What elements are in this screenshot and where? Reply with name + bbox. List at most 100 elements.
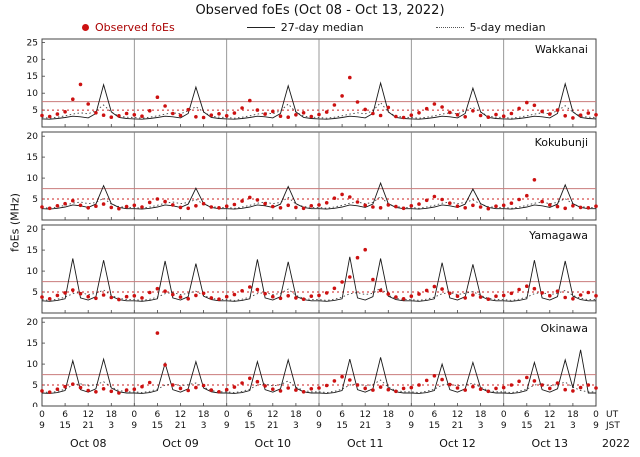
observed-point <box>224 114 229 118</box>
observed-point <box>209 205 214 209</box>
y-tick-label: 5 <box>32 288 38 298</box>
observed-point <box>301 390 306 394</box>
observed-point <box>340 374 344 379</box>
jst-tick-label: 21 <box>267 421 278 431</box>
observed-point <box>386 105 391 110</box>
observed-point <box>294 296 298 300</box>
observed-point <box>517 287 521 292</box>
ut-tick-label: 18 <box>198 410 210 420</box>
observed-point <box>248 376 252 381</box>
observed-point <box>86 206 90 210</box>
chart-legend: Observed foEs 27-day median 5-day median <box>82 21 546 34</box>
observed-point <box>309 204 314 208</box>
observed-point <box>394 389 398 394</box>
observed-point <box>440 105 444 109</box>
observed-point <box>124 204 129 209</box>
day-label: Oct 09 <box>162 437 199 450</box>
ut-tick-label: 6 <box>339 410 345 420</box>
observed-point <box>417 202 421 206</box>
observed-point <box>378 385 383 389</box>
observed-point <box>209 113 214 117</box>
observed-point <box>363 107 368 112</box>
observed-point <box>140 205 144 209</box>
observed-point <box>40 205 44 209</box>
observed-point <box>47 390 52 394</box>
observed-point <box>563 295 567 300</box>
station-label: Wakkanai <box>535 43 588 56</box>
legend-median27-label: 27-day median <box>280 21 364 34</box>
observed-point <box>594 294 598 298</box>
observed-point <box>171 292 175 297</box>
observed-point <box>424 106 429 111</box>
observed-point <box>301 206 306 211</box>
observed-point <box>217 297 221 301</box>
observed-point <box>348 195 352 199</box>
observed-point <box>386 387 391 392</box>
median27-line <box>41 181 596 210</box>
panels-container: 5 10 15 20 25 Wakkanai 5 10 15 20 Kokubunji 5 10 15… <box>0 38 640 410</box>
observed-point <box>117 297 121 302</box>
observed-point <box>278 206 283 210</box>
ut-tick-label: 12 <box>452 410 463 420</box>
y-tick-label: 15 <box>27 72 38 82</box>
observed-point <box>509 111 514 116</box>
observed-point <box>594 204 598 208</box>
observed-point <box>440 197 444 202</box>
observed-dot-marker-icon <box>82 24 89 31</box>
ut-tick-label: 6 <box>247 410 253 420</box>
observed-point <box>94 111 98 115</box>
observed-point <box>132 294 137 298</box>
observed-point <box>401 297 406 301</box>
y-tick-label: 5 <box>32 106 38 116</box>
day-label: Oct 13 <box>532 437 569 450</box>
observed-point <box>555 289 560 293</box>
observed-point <box>424 198 429 203</box>
observed-point <box>501 293 506 298</box>
observed-point <box>432 284 437 289</box>
observed-point <box>147 109 152 113</box>
observed-point <box>271 109 275 114</box>
y-tick-label: 20 <box>27 225 39 235</box>
y-tick-label: 15 <box>27 339 38 349</box>
observed-point <box>63 384 67 389</box>
jst-tick-label: 9 <box>408 421 414 431</box>
observed-point <box>424 378 429 383</box>
observed-point <box>94 204 98 208</box>
y-tick-label: 10 <box>27 360 39 370</box>
observed-point <box>432 194 437 199</box>
observed-point <box>463 296 468 300</box>
jst-tick-label: 15 <box>59 421 70 431</box>
observed-point <box>286 115 291 119</box>
observed-point <box>63 110 67 114</box>
jst-tick-label: 9 <box>39 421 45 431</box>
median27-line <box>41 81 597 120</box>
observed-point <box>417 292 421 296</box>
observed-point <box>486 389 491 394</box>
y-tick-label: 15 <box>27 246 38 256</box>
observed-point <box>86 294 90 299</box>
observed-point <box>140 296 144 300</box>
observed-point <box>432 102 437 106</box>
observed-point <box>286 203 291 208</box>
jst-tick-label: 3 <box>108 421 114 431</box>
observed-point <box>201 383 206 388</box>
observed-point <box>194 115 198 119</box>
observed-point <box>155 95 160 99</box>
observed-point <box>63 291 67 295</box>
panel-yamagawa: 5 10 15 20 Yamagawa <box>27 224 598 314</box>
median5-line <box>41 195 596 209</box>
observed-point <box>455 386 460 390</box>
observed-point <box>548 294 552 298</box>
observed-point <box>409 204 414 208</box>
ut-tick-label: 0 <box>224 410 230 420</box>
observed-point <box>471 203 475 208</box>
observed-point <box>340 192 344 197</box>
jst-tick-label: 9 <box>501 421 507 431</box>
observed-point <box>232 292 237 297</box>
observed-point <box>317 386 321 390</box>
observed-point <box>147 200 152 205</box>
observed-point <box>471 384 475 389</box>
observed-point <box>540 291 544 295</box>
observed-point <box>517 197 521 202</box>
observed-point <box>332 196 337 200</box>
